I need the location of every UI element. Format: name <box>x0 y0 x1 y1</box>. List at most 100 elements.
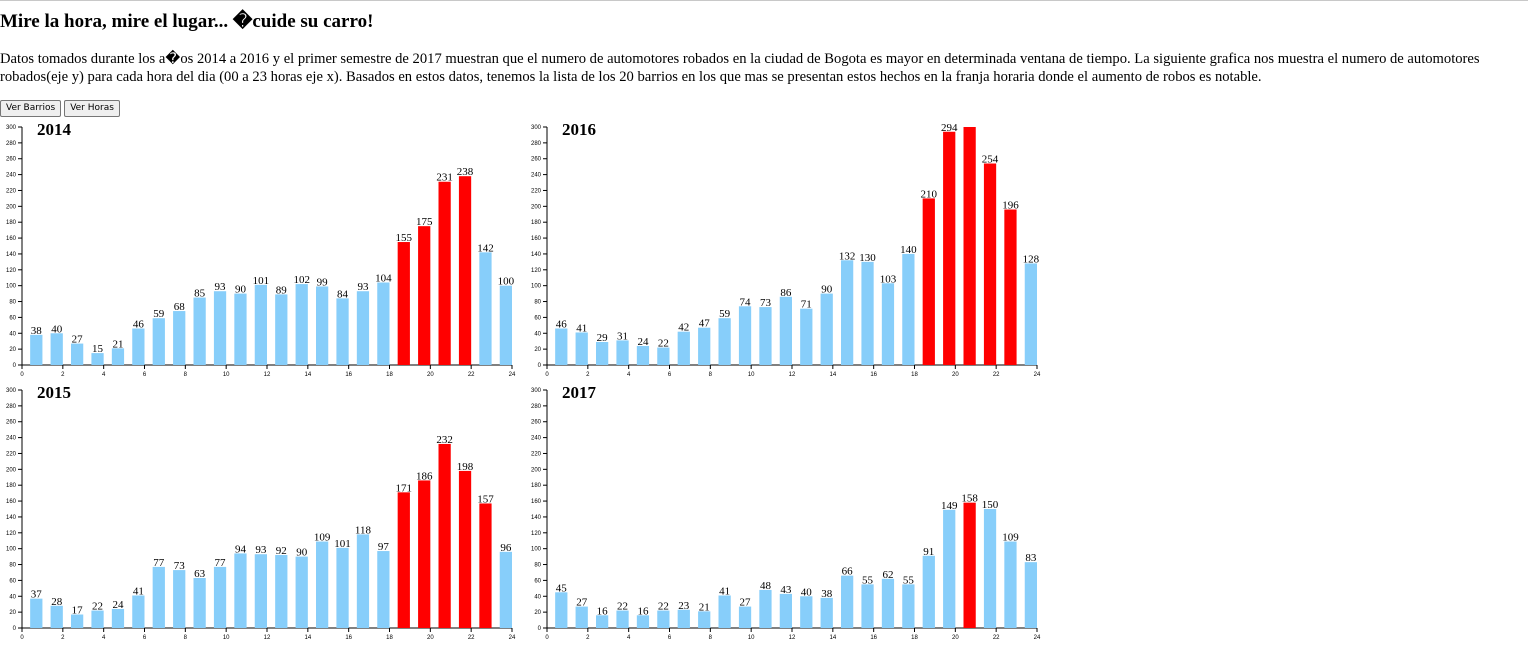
data-label: 23 <box>678 600 690 612</box>
bar <box>30 334 43 365</box>
data-label: 74 <box>740 296 752 308</box>
chart-svg: 0204060801001201401601802002202402602803… <box>6 388 516 641</box>
data-label: 28 <box>51 596 63 608</box>
bar <box>213 291 227 365</box>
x-tick-label: 22 <box>993 372 1000 378</box>
data-label: 155 <box>396 232 413 244</box>
data-label: 130 <box>859 252 876 264</box>
y-tick-label: 240 <box>6 173 17 179</box>
chart-title: 2017 <box>562 383 596 402</box>
bar <box>438 443 451 628</box>
x-tick: 0 <box>20 365 24 378</box>
x-tick: 20 <box>952 628 959 641</box>
x-tick-label: 16 <box>870 372 877 378</box>
bar <box>479 503 492 628</box>
x-tick-label: 12 <box>789 372 796 378</box>
bar <box>254 554 267 628</box>
y-tick-label: 60 <box>534 578 541 584</box>
y-tick: 180 <box>531 483 547 489</box>
data-label: 104 <box>375 272 392 284</box>
x-tick-label: 6 <box>668 635 672 641</box>
data-label: 90 <box>821 284 833 296</box>
bar <box>820 597 833 628</box>
data-label: 186 <box>416 470 433 482</box>
x-tick-label: 16 <box>345 635 352 641</box>
data-label: 91 <box>923 546 934 558</box>
bar <box>800 308 813 365</box>
y-tick: 220 <box>531 451 547 457</box>
ver-horas-button[interactable]: Ver Horas <box>64 100 120 117</box>
x-tick-label: 8 <box>184 372 188 378</box>
bar <box>616 340 629 365</box>
bar <box>50 333 63 365</box>
bar <box>738 306 752 365</box>
data-label: 22 <box>658 601 669 613</box>
x-tick-label: 18 <box>386 635 393 641</box>
x-tick-label: 14 <box>829 635 836 641</box>
y-tick-label: 300 <box>531 125 542 131</box>
bar <box>555 328 568 365</box>
y-tick: 180 <box>531 220 547 226</box>
y-tick-label: 20 <box>534 347 541 353</box>
bar <box>983 163 997 365</box>
data-label: 210 <box>921 188 938 200</box>
y-tick: 220 <box>6 451 22 457</box>
data-label: 77 <box>153 557 165 569</box>
y-tick-label: 200 <box>531 467 542 473</box>
data-label: 27 <box>576 597 588 609</box>
x-tick-label: 4 <box>102 372 106 378</box>
x-tick-label: 10 <box>223 635 230 641</box>
data-label: 62 <box>882 569 893 581</box>
y-tick-label: 300 <box>6 125 17 131</box>
y-tick-label: 180 <box>531 220 542 226</box>
data-label: 118 <box>355 524 372 536</box>
data-label: 22 <box>92 601 103 613</box>
y-tick-label: 140 <box>6 515 17 521</box>
y-tick: 40 <box>9 594 22 600</box>
bar <box>418 226 431 365</box>
bar <box>275 294 288 365</box>
data-label: 22 <box>617 601 628 613</box>
bar <box>575 332 588 365</box>
y-tick: 260 <box>6 157 22 163</box>
data-label: 254 <box>982 153 999 165</box>
bar <box>30 598 43 628</box>
y-tick: 300 <box>531 388 547 394</box>
bar <box>479 252 492 365</box>
y-tick-label: 100 <box>6 547 17 553</box>
data-label: 27 <box>740 597 752 609</box>
x-tick: 0 <box>545 365 549 378</box>
bar <box>800 596 813 628</box>
y-tick: 120 <box>6 531 22 537</box>
x-tick-label: 20 <box>427 372 434 378</box>
data-label: 41 <box>576 322 587 334</box>
x-tick: 6 <box>668 628 672 641</box>
y-tick-label: 220 <box>531 451 542 457</box>
x-tick-label: 0 <box>545 635 549 641</box>
data-label: 109 <box>1002 532 1019 544</box>
x-tick: 24 <box>1034 365 1041 378</box>
data-label: 40 <box>801 586 813 598</box>
x-tick: 22 <box>468 628 475 641</box>
x-tick-label: 8 <box>184 635 188 641</box>
y-tick-label: 160 <box>6 499 17 505</box>
bar <box>152 566 165 628</box>
data-label: 175 <box>416 216 433 228</box>
bar <box>963 127 976 365</box>
button-bar: Ver Barrios Ver Horas <box>0 100 120 117</box>
y-tick-label: 80 <box>9 300 16 306</box>
chart-title: 2015 <box>37 383 71 402</box>
data-label: 16 <box>597 605 609 617</box>
data-label: 90 <box>235 284 247 296</box>
bar <box>575 606 588 628</box>
y-tick: 280 <box>6 141 22 147</box>
bar <box>779 593 792 628</box>
page-title: Mire la hora, mire el lugar... �cuide su… <box>0 11 374 32</box>
x-tick-label: 2 <box>586 635 590 641</box>
x-tick-label: 4 <box>627 372 631 378</box>
bar <box>193 578 206 628</box>
y-tick-label: 140 <box>531 252 542 258</box>
x-tick: 6 <box>143 628 147 641</box>
ver-barrios-button[interactable]: Ver Barrios <box>0 100 62 117</box>
y-tick: 40 <box>534 594 547 600</box>
